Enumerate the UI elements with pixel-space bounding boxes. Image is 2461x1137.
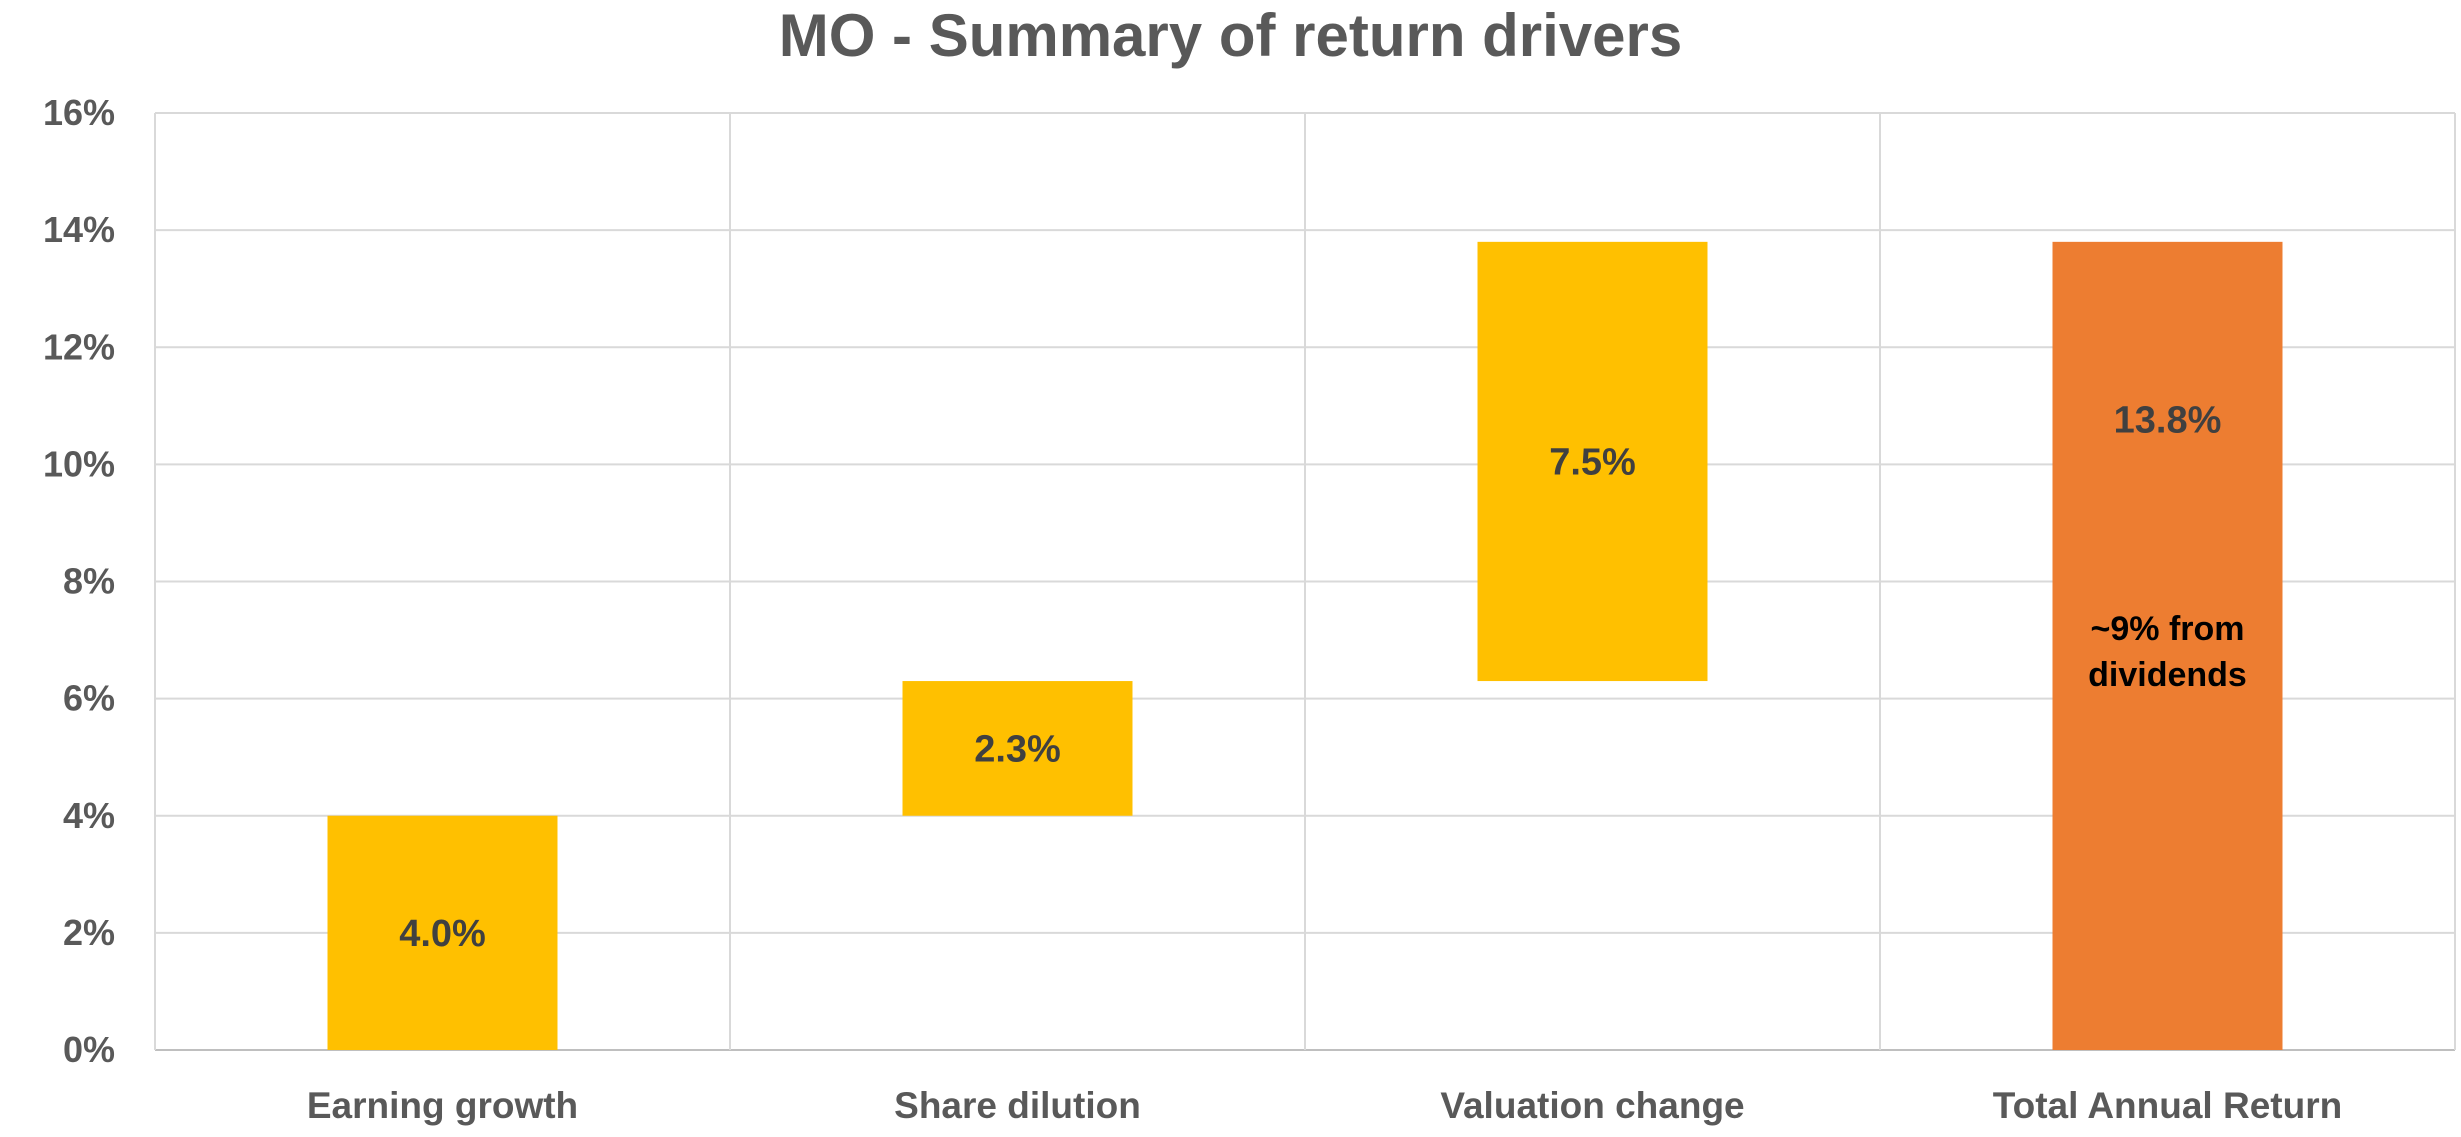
x-tick-label: Share dilution [894,1085,1141,1126]
bar [902,681,1133,816]
annotation-text: dividends [2088,656,2247,694]
y-tick-label: 0% [63,1029,115,1070]
bar [2052,241,2283,1050]
data-label: 13.8% [2114,400,2222,442]
y-tick-label: 14% [43,209,115,250]
y-tick-label: 8% [63,561,115,602]
x-tick-label: Valuation change [1440,1085,1744,1126]
y-tick-label: 16% [43,92,115,133]
y-tick-label: 4% [63,795,115,836]
data-label: 4.0% [399,913,486,955]
data-label: 2.3% [974,728,1061,770]
annotation-text: ~9% from [2091,610,2245,648]
x-tick-label: Earning growth [307,1085,578,1126]
bar [1477,241,1708,682]
bar [327,815,558,1050]
y-tick-label: 6% [63,678,115,719]
y-tick-label: 10% [43,443,115,484]
x-tick-label: Total Annual Return [1993,1085,2342,1126]
data-label: 7.5% [1549,441,1636,483]
y-tick-label: 12% [43,326,115,367]
y-tick-label: 2% [63,912,115,953]
chart-title: MO - Summary of return drivers [778,2,1683,69]
